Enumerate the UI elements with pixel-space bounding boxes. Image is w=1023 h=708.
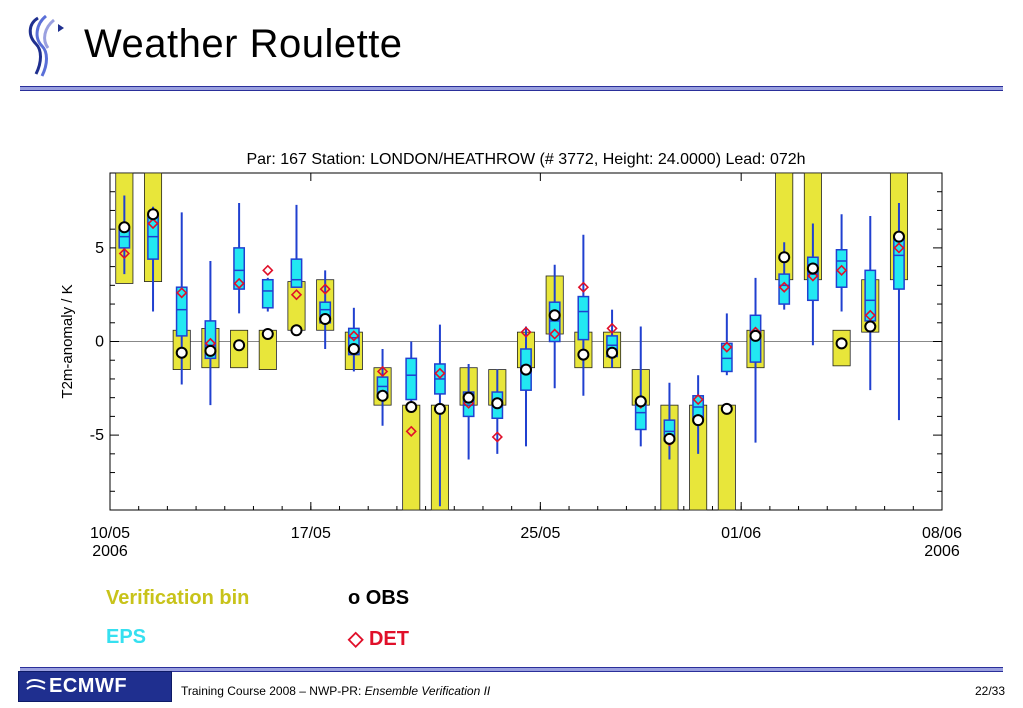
- obs-marker: [835, 337, 848, 350]
- legend-det: ◇ DET: [348, 628, 409, 650]
- obs-marker: [261, 328, 274, 341]
- eps-box: [778, 273, 791, 305]
- det-marker: [577, 281, 590, 293]
- ecmwf-logo-text: ECMWF: [49, 675, 128, 697]
- det-marker: [147, 217, 159, 230]
- x-tick-label: 08/06: [922, 525, 962, 542]
- footer-divider: [20, 667, 1003, 672]
- legend-eps: EPS: [106, 626, 147, 648]
- det-marker: [434, 367, 446, 379]
- page-number: 22/33: [974, 684, 1005, 698]
- footer-course-text: Training Course 2008 – NWP-PR: Ensemble …: [181, 684, 490, 698]
- x-tick-label: 17/05: [291, 525, 331, 542]
- det-marker: [376, 365, 389, 378]
- det-marker: [118, 247, 130, 260]
- verification-bin: [717, 404, 736, 511]
- eps-box: [548, 301, 561, 343]
- det-marker: [290, 289, 303, 301]
- obs-marker: [147, 208, 160, 221]
- obs-marker: [319, 313, 332, 326]
- obs-marker: [864, 320, 877, 333]
- det-marker: [721, 341, 733, 353]
- eps-box: [835, 249, 848, 288]
- ecmwf-logo: ECMWF: [18, 671, 172, 702]
- obs-marker: [175, 346, 188, 359]
- det-marker: [864, 309, 876, 321]
- obs-marker: [405, 401, 418, 414]
- x-tick-sublabel: 2006: [924, 543, 960, 560]
- det-marker: [262, 264, 274, 276]
- det-marker: [491, 431, 503, 443]
- det-marker: [176, 287, 188, 299]
- det-marker: [778, 281, 790, 293]
- obs-marker: [692, 414, 705, 427]
- title-divider: [20, 86, 1003, 91]
- legend-obs: o OBS: [348, 587, 410, 609]
- obs-marker: [491, 397, 504, 410]
- obs-marker: [720, 402, 733, 415]
- eps-box: [261, 278, 274, 309]
- eps-box: [290, 258, 303, 288]
- det-marker: [807, 270, 819, 282]
- eps-box: [405, 357, 418, 401]
- obs-marker: [806, 262, 819, 275]
- verification-bin: [287, 281, 306, 331]
- obs-marker: [577, 348, 590, 361]
- y-tick-label: 5: [95, 240, 104, 257]
- det-marker: [233, 277, 245, 290]
- y-tick-label: -5: [90, 427, 104, 444]
- det-marker: [348, 330, 360, 342]
- eps-box: [577, 295, 590, 341]
- y-tick-label: 0: [95, 334, 104, 351]
- ecmwf-emblem-icon: [28, 14, 64, 77]
- obs-marker: [462, 391, 475, 404]
- eps-box: [806, 256, 819, 302]
- obs-marker: [778, 251, 791, 264]
- obs-marker: [520, 363, 532, 376]
- det-marker: [549, 328, 561, 340]
- footer-topic: Ensemble Verification II: [364, 684, 491, 698]
- weather-roulette-chart: Par: 167 Station: LONDON/HEATHROW (# 377…: [59, 151, 962, 560]
- obs-marker: [233, 339, 246, 352]
- det-marker: [520, 326, 532, 338]
- obs-marker: [376, 389, 389, 402]
- det-marker: [835, 264, 848, 276]
- det-marker: [405, 425, 417, 437]
- verification-bin: [402, 404, 421, 511]
- y-axis-label: T2m-anomaly / K: [59, 284, 76, 398]
- obs-marker: [663, 432, 676, 445]
- obs-marker: [118, 221, 131, 234]
- ecmwf-swirl-icon: [26, 679, 46, 690]
- det-marker: [319, 283, 331, 295]
- footer-course: Training Course 2008 – NWP-PR:: [181, 684, 365, 698]
- det-marker: [606, 322, 618, 335]
- obs-marker: [347, 342, 360, 355]
- det-marker: [692, 393, 704, 406]
- slide-title: Weather Roulette: [84, 22, 403, 66]
- obs-marker: [548, 309, 561, 322]
- x-tick-label: 25/05: [520, 525, 560, 542]
- x-tick-label: 10/05: [90, 525, 130, 542]
- x-tick-sublabel: 2006: [92, 543, 128, 560]
- x-tick-label: 01/06: [721, 525, 761, 542]
- legend-verification-bin: Verification bin: [106, 587, 250, 609]
- obs-marker: [606, 346, 619, 359]
- obs-marker: [433, 402, 446, 415]
- chart-title: Par: 167 Station: LONDON/HEATHROW (# 377…: [246, 151, 805, 168]
- obs-marker: [892, 230, 905, 243]
- det-marker: [893, 242, 905, 254]
- obs-marker: [749, 329, 762, 342]
- obs-marker: [634, 395, 647, 408]
- obs-marker: [290, 324, 303, 337]
- obs-marker: [204, 344, 217, 357]
